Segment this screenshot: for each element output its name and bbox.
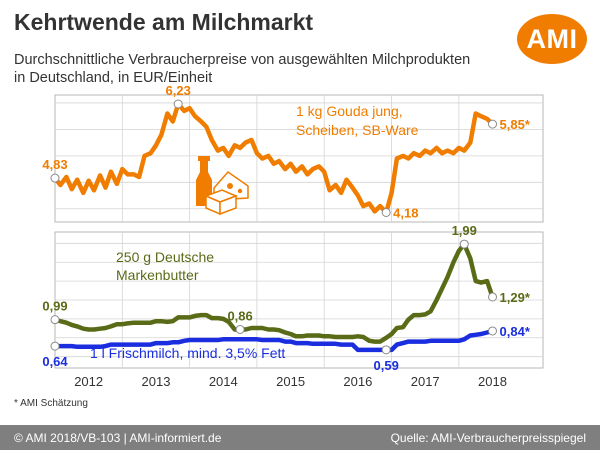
grid-lines — [54, 94, 544, 369]
x-tick-label: 2016 — [343, 374, 372, 389]
data-label: 0,99 — [42, 299, 67, 314]
subtitle-line-1: Durchschnittliche Verbraucherpreise von … — [14, 52, 471, 68]
footer-copyright[interactable]: © AMI 2018/VB-103 | AMI-informiert.de — [14, 431, 222, 445]
estimate-note: * AMI Schätzung — [14, 398, 88, 409]
series-name: 1 kg Gouda jung, — [296, 103, 403, 119]
footer-bar: © AMI 2018/VB-103 | AMI-informiert.de Qu… — [0, 425, 600, 450]
point-marker — [381, 345, 391, 355]
point-marker — [50, 315, 60, 325]
data-label: 0,59 — [374, 358, 399, 373]
point-marker — [488, 292, 498, 302]
data-label: 4,18 — [393, 205, 418, 220]
data-label: 0,86 — [227, 308, 252, 323]
data-label: 5,85* — [500, 117, 531, 132]
point-marker — [381, 207, 391, 217]
point-marker — [488, 119, 498, 129]
data-label: 1,99 — [452, 223, 477, 238]
point-marker — [50, 173, 60, 183]
x-tick-label: 2018 — [478, 374, 507, 389]
series-1-1: 4,83 6,23 4,18 5,85* 1 kg Gouda jung, Scheibe… — [42, 83, 530, 220]
page-title: Kehrtwende am Milchmarkt — [14, 9, 314, 35]
point-marker — [50, 341, 60, 351]
point-marker — [459, 239, 469, 249]
ami-logo: AMI — [517, 14, 587, 64]
butter-block-icon — [203, 189, 239, 216]
x-tick-label: 2014 — [209, 374, 238, 389]
data-label: 4,83 — [42, 157, 67, 172]
subtitle-line-2: in Deutschland, in EUR/Einheit — [14, 70, 213, 86]
point-marker — [235, 324, 245, 334]
data-label: 0,64 — [42, 354, 68, 369]
data-label: 6,23 — [166, 83, 191, 98]
x-tick-label: 2015 — [276, 374, 305, 389]
data-label: 0,84* — [500, 324, 531, 339]
series-name: 1 l Frischmilch, mind. 3,5% Fett — [90, 345, 285, 361]
data-label: 1,29* — [500, 290, 531, 305]
dairy-illustration — [196, 156, 249, 216]
series-name: Markenbutter — [116, 267, 199, 283]
series-2-2: 0,64 0,59 0,84* 1 l Frischmilch, mind. 3,5%… — [42, 324, 530, 373]
series-2-1: 0,99 0,86 1,99 1,29* 250 g Deutsche Markenbut… — [42, 223, 531, 344]
x-tick-label: 2013 — [142, 374, 171, 389]
x-tick-label: 2017 — [411, 374, 440, 389]
panel-frame-1 — [54, 94, 544, 223]
chart: 4,83 6,23 4,18 5,85* 1 kg Gouda jung, Scheibe… — [42, 83, 544, 389]
x-tick-label: 2012 — [74, 374, 103, 389]
series-line — [52, 101, 495, 215]
point-marker — [173, 99, 183, 109]
series-name: 250 g Deutsche — [116, 249, 214, 265]
series-name: Scheiben, SB-Ware — [296, 122, 419, 138]
footer-source: Quelle: AMI-Verbraucherpreisspiegel — [390, 431, 586, 445]
point-marker — [488, 326, 498, 336]
